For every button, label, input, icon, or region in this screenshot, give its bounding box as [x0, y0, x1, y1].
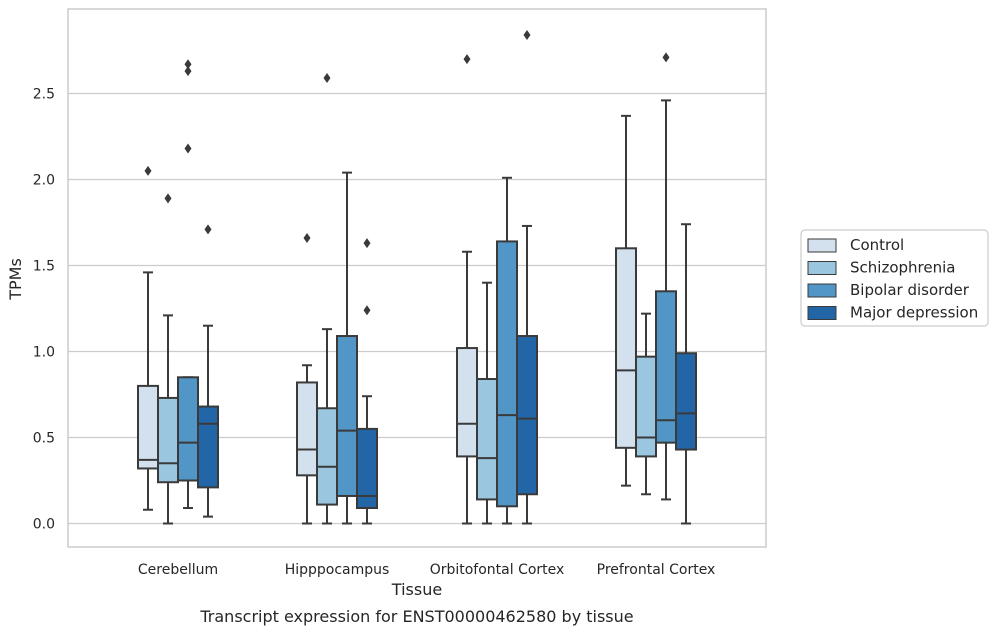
outlier-point: [303, 232, 311, 243]
x-tick-label: Cerebellum: [138, 562, 218, 578]
box-major-depression: [516, 30, 538, 525]
box-major-depression: [197, 224, 219, 518]
x-tick-label: Prefrontal Cortex: [597, 562, 716, 578]
box-major-depression: [356, 238, 378, 525]
outlier-point: [184, 143, 192, 154]
box-iqr: [296, 381, 318, 477]
y-tick-label: 2.0: [33, 173, 55, 189]
outlier-point: [463, 54, 471, 65]
box-schizophrenia: [476, 281, 498, 525]
box-iqr: [356, 427, 378, 510]
x-axis-label: Tissue: [391, 580, 442, 599]
outlier-point: [662, 52, 670, 63]
outlier-point: [204, 224, 212, 235]
box-series: [137, 30, 697, 525]
outlier-point: [523, 30, 531, 41]
outlier-point: [363, 238, 371, 249]
x-tick-label: Hipppocampus: [285, 562, 390, 578]
box-iqr: [496, 240, 518, 508]
box-schizophrenia: [157, 193, 179, 525]
box-iqr: [476, 378, 498, 501]
x-tick-labels: Cerebellum Hipppocampus Orbitofontal Corte…: [138, 562, 715, 578]
box-iqr: [675, 352, 697, 451]
box-schizophrenia: [635, 312, 657, 496]
y-tick-labels: 0.0 0.5 1.0 1.5 2.0 2.5: [33, 87, 55, 533]
y-tick-label: 0.5: [33, 431, 55, 447]
box-bipolar-disorder: [655, 52, 677, 501]
legend-swatch: [807, 283, 837, 298]
box-iqr: [197, 405, 219, 489]
box-control: [456, 54, 478, 525]
box-control: [137, 165, 159, 511]
outlier-point: [184, 66, 192, 77]
box-iqr: [336, 335, 358, 497]
y-tick-label: 0.0: [33, 517, 55, 533]
box-bipolar-disorder: [177, 59, 199, 510]
box-iqr: [516, 335, 538, 496]
outlier-point: [184, 59, 192, 70]
legend-label: Schizophrenia: [850, 259, 955, 277]
box-control: [296, 232, 318, 525]
y-tick-label: 1.5: [33, 259, 55, 275]
box-schizophrenia: [316, 73, 338, 525]
box-iqr: [177, 376, 199, 482]
legend-label: Major depression: [850, 304, 978, 322]
outlier-point: [144, 165, 152, 176]
box-iqr: [456, 347, 478, 458]
outlier-point: [164, 193, 172, 204]
outlier-point: [323, 73, 331, 84]
box-major-depression: [675, 223, 697, 525]
box-iqr: [316, 407, 338, 506]
legend: Control Schizophrenia Bipolar disorder Majo…: [800, 229, 989, 327]
x-tick-label: Orbitofontal Cortex: [430, 562, 565, 578]
legend-swatch: [807, 261, 837, 275]
box-iqr: [615, 247, 637, 449]
legend-label: Bipolar disorder: [850, 281, 970, 299]
box-bipolar-disorder: [336, 171, 358, 525]
chart-caption: Transcript expression for ENST0000046258…: [199, 607, 633, 626]
box-iqr: [137, 384, 159, 470]
y-tick-label: 2.5: [33, 87, 55, 103]
legend-swatch: [807, 306, 837, 320]
legend-label: Control: [850, 236, 904, 254]
legend-frame: [800, 229, 989, 327]
plot-frame: [67, 8, 767, 548]
box-iqr: [157, 396, 179, 484]
outlier-point: [363, 305, 371, 316]
box-iqr: [635, 355, 657, 458]
box-bipolar-disorder: [496, 176, 518, 525]
legend-swatch: [807, 238, 837, 253]
y-tick-label: 1.0: [33, 345, 55, 361]
y-axis-label: TPMs: [6, 258, 25, 301]
box-control: [615, 114, 637, 487]
